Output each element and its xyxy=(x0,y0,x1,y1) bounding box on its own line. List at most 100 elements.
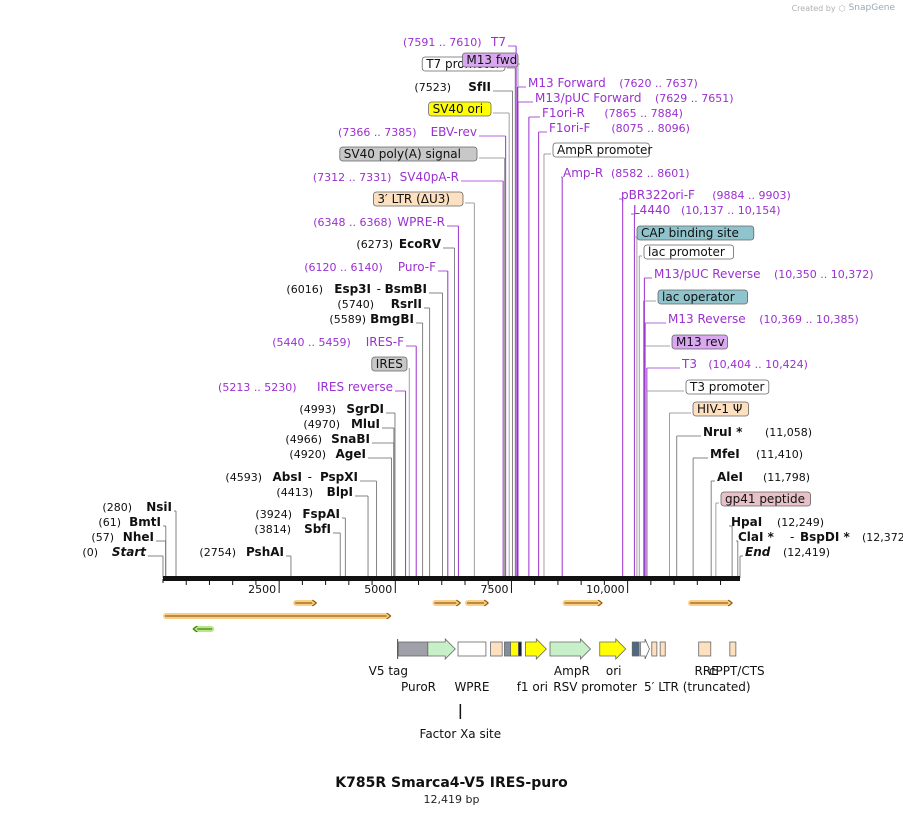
label-nhei: NheI (57) xyxy=(91,530,154,544)
text-sv40polya: SV40 poly(A) signal xyxy=(344,147,461,161)
text-m13rev: M13 rev xyxy=(676,335,725,349)
label-f1orif: F1ori-F (8075 .. 8096) xyxy=(549,121,690,135)
coord-start: (0) xyxy=(82,546,98,559)
text-ires: IRES xyxy=(376,357,403,371)
coord-sv40par: (7312 .. 7331) xyxy=(313,171,392,184)
ruler-tick-label: 2500 xyxy=(248,583,276,596)
dna-backbone xyxy=(162,576,740,583)
coord-bmgbi: (5589) xyxy=(329,313,366,326)
label-pbr322: pBR322ori-F (9884 .. 9903) xyxy=(621,188,791,202)
coord-mlui: (4970) xyxy=(303,418,340,431)
text-m13fwd: M13 fwd xyxy=(466,53,517,67)
label-rsrii: RsrII (5740) xyxy=(337,297,422,311)
text-snabi: SnaBI xyxy=(331,432,370,446)
text-m13pucrev: M13/pUC Reverse xyxy=(654,267,761,281)
feature-label-4: AmpR xyxy=(554,664,590,678)
text-t3: T3 xyxy=(681,357,697,371)
feature-label-0: V5 tag xyxy=(369,664,408,678)
text-alei: AleI xyxy=(717,470,743,484)
credit-brand: SnapGene xyxy=(848,3,895,13)
coord-purof: (6120 .. 6140) xyxy=(304,261,383,274)
text-absi: AbsI xyxy=(273,470,302,484)
ruler: 2500 5000 7500 10,000 xyxy=(185,581,722,596)
box-cap xyxy=(636,225,755,241)
f-ampr xyxy=(549,638,592,660)
label-lacop: lac operator xyxy=(657,289,748,305)
text-start: Start xyxy=(112,545,147,559)
coord-f1orif: (8075 .. 8096) xyxy=(611,122,690,135)
map-title: K785R Smarca4-V5 IRES-puro xyxy=(335,775,568,791)
label-mlui: MluI (4970) xyxy=(303,417,380,431)
label-m13rev: M13 rev xyxy=(671,334,728,350)
label-nrui: NruI * (11,058) xyxy=(703,425,812,439)
text-purof: Puro-F xyxy=(398,260,436,274)
text-bmti: BmtI xyxy=(129,515,161,529)
label-sv40polya: SV40 poly(A) signal xyxy=(339,146,478,162)
label-alei: AleI (11,798) xyxy=(717,470,810,484)
label-m13puc: M13/pUC Forward (7629 .. 7651) xyxy=(535,91,734,105)
label-layer: Start (0) NheI (57) BmtI (61) NsiI (280) PshAI (2… xyxy=(82,35,903,559)
label-m13reverse: M13 Reverse (10,369 .. 10,385) xyxy=(668,312,859,326)
text-iresrev: IRES reverse xyxy=(317,380,393,394)
text-hpai: HpaI xyxy=(731,515,762,529)
ruler-tick-label: 7500 xyxy=(480,583,508,596)
text-t7: T7 xyxy=(490,35,506,49)
orf-1 xyxy=(432,599,462,607)
label-ires: IRES xyxy=(371,356,408,372)
snapgene-logo-icon: ⬡ xyxy=(838,3,846,13)
coord-snabi: (4966) xyxy=(285,433,322,446)
feature-label-3: f1 ori xyxy=(517,680,548,694)
text-bipi: BlpI xyxy=(327,485,353,499)
label-amprprom: AmpR promoter xyxy=(552,142,652,158)
text-gp41: gp41 peptide xyxy=(725,492,805,506)
label-agei: AgeI (4920) xyxy=(289,447,366,461)
svg-text:-: - xyxy=(790,530,794,544)
text-pshai: PshAI xyxy=(246,545,284,559)
ruler-tick-label: 5000 xyxy=(364,583,392,596)
coord-f1orir: (7865 .. 7884) xyxy=(604,107,683,120)
coord-nrui: (11,058) xyxy=(765,426,812,439)
box-ltr3 xyxy=(372,191,464,207)
label-mfei: MfeI (11,410) xyxy=(710,447,803,461)
coord-l4440: (10,137 .. 10,154) xyxy=(681,204,781,217)
label-clai: ClaI * -BspDI * (12,372) xyxy=(738,530,903,544)
coord-m13forward: (7620 .. 7637) xyxy=(619,77,698,90)
feature-label-9: 5′ LTR (truncated) xyxy=(644,680,751,694)
f-puro-grey xyxy=(398,641,429,657)
label-sgrdi: SgrDI (4993) xyxy=(299,402,384,416)
coord-pbr322: (9884 .. 9903) xyxy=(712,189,791,202)
feature-label-8: cPPT/CTS xyxy=(709,664,765,678)
label-snabi: SnaBI (4966) xyxy=(285,432,370,446)
text2-esp3i: BsmBI xyxy=(385,282,427,296)
text-pbr322: pBR322ori-F xyxy=(621,188,695,202)
text2-absi: PspXI xyxy=(320,470,358,484)
feature-label-layer: V5 tag PuroR WPRE f1 ori AmpR ori RSV promoter… xyxy=(369,664,765,741)
label-f1orir: F1ori-R (7865 .. 7884) xyxy=(542,106,683,120)
text-cap: CAP binding site xyxy=(641,226,739,240)
orf-5 xyxy=(163,612,392,620)
coord-agei: (4920) xyxy=(289,448,326,461)
orf-4 xyxy=(688,599,733,607)
coord-rsrii: (5740) xyxy=(337,298,374,311)
f-wpre xyxy=(457,641,487,657)
feature-label-5: ori xyxy=(606,664,622,678)
coord-sfii: (7523) xyxy=(414,81,451,94)
label-bmti: BmtI (61) xyxy=(98,515,161,529)
label-bmgbi: BmgBI (5589) xyxy=(329,312,414,326)
f-sv40ori xyxy=(510,641,519,657)
map-subtitle: 12,419 bp xyxy=(423,793,480,806)
label-iresrev: IRES reverse (5213 .. 5230) xyxy=(218,380,393,394)
box-hivpsi xyxy=(692,401,749,417)
label-t3: T3 (10,404 .. 10,424) xyxy=(681,357,808,371)
coord-t3: (10,404 .. 10,424) xyxy=(708,358,808,371)
text-amprprom: AmpR promoter xyxy=(557,143,652,157)
text-ampr: Amp-R xyxy=(563,166,603,180)
text-nrui: NruI * xyxy=(703,425,743,439)
f-lac xyxy=(631,641,640,657)
backbone-bar xyxy=(163,576,740,581)
text-bmgbi: BmgBI xyxy=(370,312,414,326)
label-gp41: gp41 peptide xyxy=(720,491,811,507)
text-m13puc: M13/pUC Forward xyxy=(535,91,642,105)
label-fspai: FspAI (3924) xyxy=(255,507,340,521)
orf-layer xyxy=(163,599,733,633)
